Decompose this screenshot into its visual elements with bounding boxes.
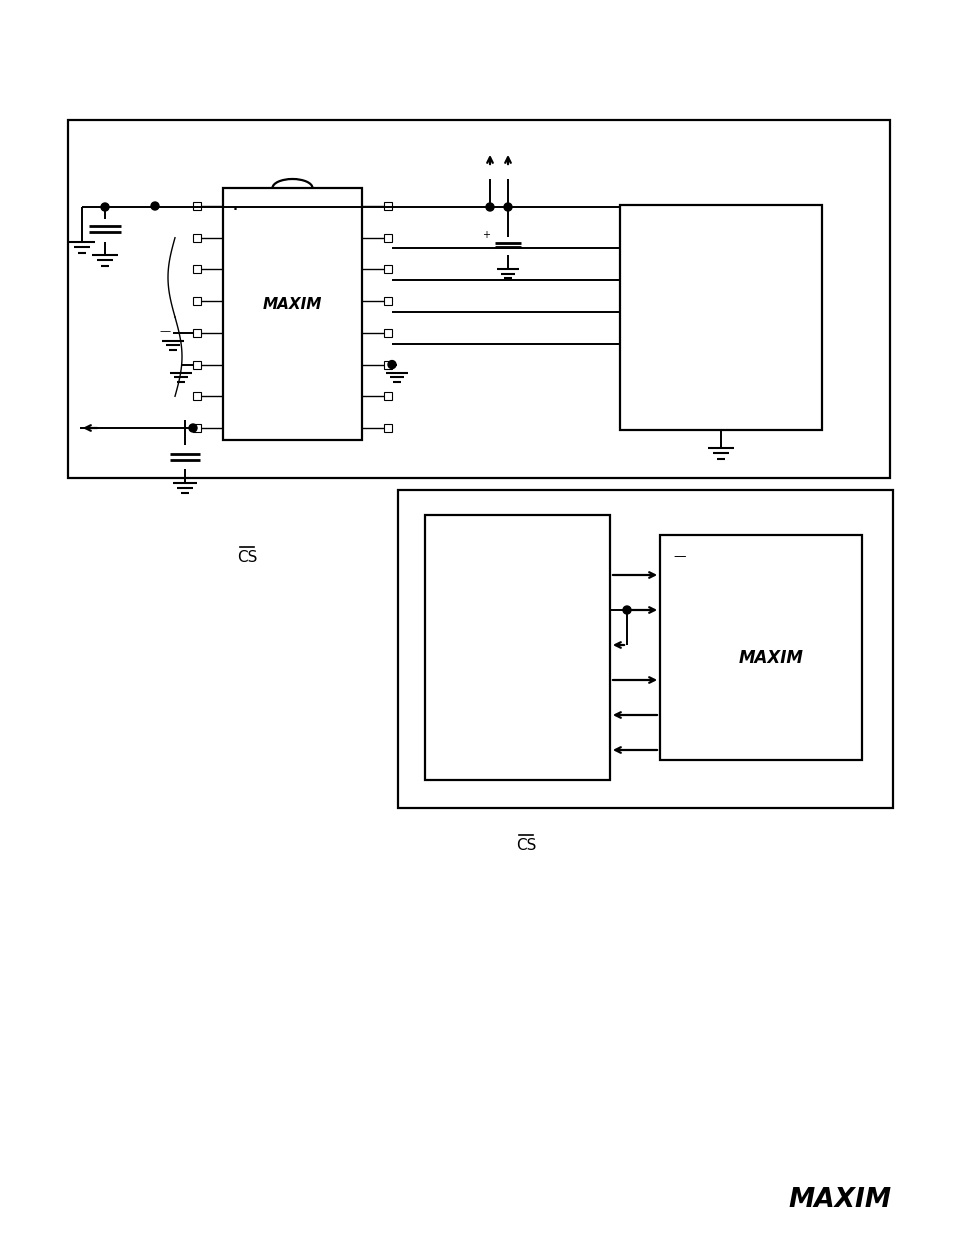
Bar — [193, 361, 201, 368]
Bar — [193, 203, 201, 210]
Bar — [193, 393, 201, 400]
Circle shape — [388, 361, 395, 368]
Bar — [193, 424, 201, 432]
Bar — [384, 329, 392, 337]
Bar — [384, 393, 392, 400]
Text: +: + — [481, 230, 490, 240]
Circle shape — [485, 203, 494, 211]
Circle shape — [101, 203, 109, 211]
Text: —: — — [673, 551, 685, 563]
Bar — [384, 203, 392, 210]
Bar — [659, 535, 862, 760]
Bar — [424, 515, 609, 781]
Text: —: — — [159, 326, 171, 336]
Bar — [619, 205, 821, 430]
Text: MAXIM: MAXIM — [787, 1187, 891, 1213]
Bar — [384, 298, 392, 305]
Text: MAXIM: MAXIM — [262, 296, 322, 311]
Text: MAXIM: MAXIM — [738, 648, 802, 667]
Bar — [193, 298, 201, 305]
Text: CS: CS — [236, 550, 257, 564]
Circle shape — [622, 606, 630, 614]
Circle shape — [151, 203, 159, 210]
Bar — [384, 361, 392, 368]
Text: ·: · — [232, 200, 238, 220]
Bar — [193, 329, 201, 337]
Bar — [223, 188, 361, 440]
Circle shape — [503, 203, 512, 211]
Bar — [384, 233, 392, 242]
Text: CS: CS — [516, 837, 536, 852]
Bar — [68, 120, 889, 478]
Bar — [193, 233, 201, 242]
Bar — [193, 266, 201, 273]
Circle shape — [189, 424, 196, 432]
Bar — [397, 490, 892, 808]
Bar — [384, 424, 392, 432]
Bar — [384, 266, 392, 273]
